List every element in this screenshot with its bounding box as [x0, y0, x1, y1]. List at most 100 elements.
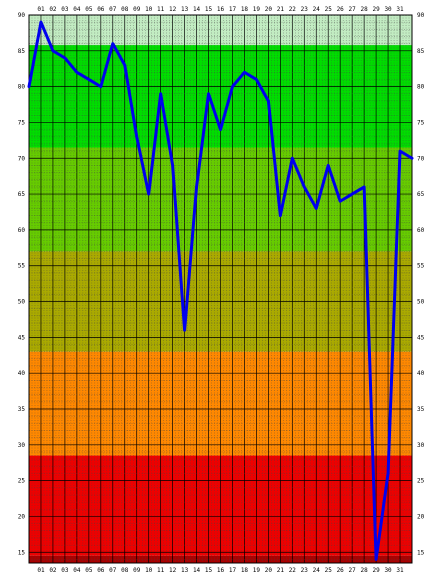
data-point: [208, 93, 210, 95]
x-tick-label-top: 17: [229, 6, 237, 13]
y-tick-label-right: 70: [417, 155, 425, 162]
x-tick-label-bottom: 06: [97, 567, 105, 574]
y-tick-label-left: 55: [18, 263, 26, 270]
data-point: [327, 164, 329, 166]
x-tick-label-bottom: 30: [384, 567, 392, 574]
y-tick-label-right: 30: [417, 442, 425, 449]
x-tick-label-top: 11: [157, 6, 165, 13]
y-tick-label-left: 85: [18, 48, 26, 55]
x-tick-label-top: 25: [325, 6, 333, 13]
x-tick-label-top: 18: [241, 6, 249, 13]
data-point: [387, 472, 389, 474]
x-tick-label-top: 19: [253, 6, 261, 13]
grid-lines: [28, 14, 413, 564]
data-point: [255, 78, 257, 80]
x-tick-label-bottom: 31: [396, 567, 404, 574]
x-tick-label-bottom: 23: [301, 567, 309, 574]
data-point: [243, 71, 245, 73]
x-tick-label-bottom: 03: [61, 567, 69, 574]
x-tick-label-bottom: 25: [325, 567, 333, 574]
x-axis-bottom-tick-labels: 01 02 03 04 05 06 07 08 09 10 11 12 13 14 15 16 17 18 19 20…: [37, 567, 404, 574]
data-point: [88, 78, 90, 80]
data-series: [27, 20, 414, 561]
x-tick-label-top: 06: [97, 6, 105, 13]
data-point: [231, 86, 233, 88]
x-tick-label-top: 13: [181, 6, 189, 13]
x-tick-label-top: 02: [49, 6, 57, 13]
y-axis-right-tick-labels: 15 20 25 30 35 40 45 50 55 60 65 70 75 80 85 90: [417, 12, 425, 556]
x-tick-label-bottom: 10: [145, 567, 153, 574]
y-tick-label-right: 35: [417, 406, 425, 413]
x-tick-label-top: 14: [193, 6, 201, 13]
data-point: [40, 21, 42, 23]
data-point: [411, 157, 413, 159]
data-point: [220, 129, 221, 131]
x-tick-label-bottom: 16: [217, 567, 225, 574]
y-tick-label-right: 75: [417, 119, 425, 126]
x-tick-label-bottom: 15: [205, 567, 213, 574]
x-tick-label-bottom: 24: [313, 567, 321, 574]
y-tick-label-right: 15: [417, 549, 425, 556]
x-tick-label-bottom: 13: [181, 567, 189, 574]
y-tick-label-left: 30: [18, 442, 26, 449]
y-tick-label-right: 80: [417, 84, 425, 91]
x-tick-label-bottom: 27: [349, 567, 357, 574]
x-tick-label-bottom: 02: [49, 567, 57, 574]
data-point: [339, 200, 341, 202]
data-point: [100, 86, 102, 88]
y-tick-label-left: 90: [18, 12, 26, 19]
x-tick-label-top: 09: [133, 6, 141, 13]
y-tick-label-left: 75: [18, 119, 26, 126]
y-tick-label-left: 15: [18, 549, 26, 556]
y-tick-label-right: 45: [417, 334, 425, 341]
x-tick-label-top: 07: [109, 6, 117, 13]
x-tick-label-top: 28: [361, 6, 369, 13]
x-tick-label-bottom: 21: [277, 567, 285, 574]
x-tick-label-bottom: 14: [193, 567, 201, 574]
x-tick-label-top: 16: [217, 6, 225, 13]
data-point: [399, 150, 401, 152]
data-point: [291, 157, 293, 159]
x-tick-label-top: 22: [289, 6, 297, 13]
x-tick-label-top: 05: [85, 6, 93, 13]
x-tick-label-bottom: 17: [229, 567, 237, 574]
data-point: [136, 136, 138, 138]
y-tick-label-right: 20: [417, 513, 425, 520]
x-tick-label-bottom: 08: [121, 567, 129, 574]
x-tick-label-bottom: 05: [85, 567, 93, 574]
data-point: [112, 43, 114, 45]
x-tick-label-top: 30: [384, 6, 392, 13]
data-point: [315, 207, 317, 209]
x-tick-label-bottom: 11: [157, 567, 165, 574]
data-point: [196, 186, 198, 188]
x-tick-label-top: 31: [396, 6, 404, 13]
x-tick-label-top: 23: [301, 6, 309, 13]
data-point: [124, 64, 126, 66]
y-tick-label-left: 35: [18, 406, 26, 413]
data-point: [76, 71, 78, 73]
x-tick-label-bottom: 20: [265, 567, 273, 574]
y-tick-label-left: 65: [18, 191, 26, 198]
y-tick-label-left: 20: [18, 513, 26, 520]
y-tick-label-right: 85: [417, 48, 425, 55]
data-point: [184, 329, 186, 331]
y-tick-label-left: 25: [18, 478, 26, 485]
x-tick-label-bottom: 09: [133, 567, 141, 574]
y-tick-label-left: 60: [18, 227, 26, 234]
data-point: [148, 193, 150, 195]
data-point: [303, 186, 305, 188]
x-tick-label-top: 01: [37, 6, 45, 13]
x-tick-label-bottom: 01: [37, 567, 45, 574]
x-tick-label-bottom: 12: [169, 567, 177, 574]
x-tick-label-bottom: 28: [361, 567, 369, 574]
x-tick-label-bottom: 26: [337, 567, 345, 574]
y-tick-label-right: 60: [417, 227, 425, 234]
x-tick-label-top: 08: [121, 6, 129, 13]
y-tick-label-left: 70: [18, 155, 26, 162]
y-tick-label-right: 65: [417, 191, 425, 198]
y-tick-label-right: 40: [417, 370, 425, 377]
x-tick-label-top: 20: [265, 6, 273, 13]
plot-frame: [28, 14, 413, 564]
x-tick-label-top: 24: [313, 6, 321, 13]
